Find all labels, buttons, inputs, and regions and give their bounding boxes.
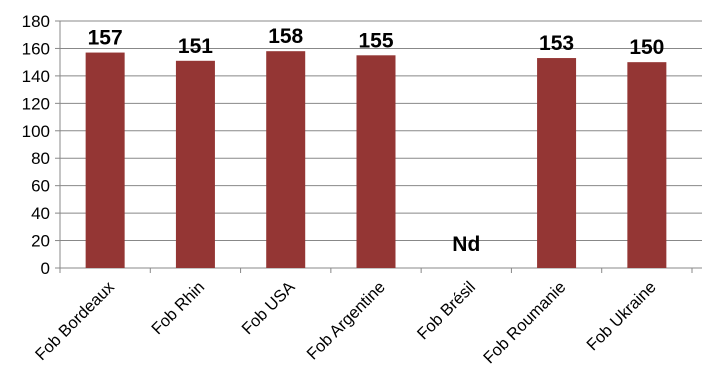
data-label: Nd	[452, 233, 480, 256]
bar	[85, 52, 125, 268]
y-tick-label: 160	[22, 39, 50, 58]
x-category-label: Fob Argentine	[303, 278, 388, 363]
y-tick-label: 60	[31, 177, 50, 196]
x-category-label: Fob Ukraine	[583, 278, 659, 354]
bar	[537, 58, 577, 268]
data-label: 157	[88, 27, 123, 50]
x-category-label: Fob Brésil	[414, 278, 479, 343]
y-tick-label: 100	[22, 122, 50, 141]
data-label: 155	[358, 29, 393, 52]
y-tick-label: 0	[41, 259, 50, 278]
x-category-label: Fob Rhin	[148, 278, 208, 338]
y-tick-label: 120	[22, 94, 50, 113]
x-category-label: Fob Bordeaux	[32, 278, 119, 365]
data-label: 150	[629, 36, 664, 59]
y-tick-label: 80	[31, 149, 50, 168]
data-label: 151	[178, 35, 213, 58]
bar	[356, 55, 396, 268]
bar	[175, 60, 215, 268]
bar	[627, 62, 667, 268]
x-category-label: Fob Roumanie	[480, 278, 569, 367]
bar	[266, 51, 306, 268]
data-label: 153	[539, 32, 574, 55]
data-label: 158	[268, 25, 303, 48]
y-tick-label: 140	[22, 67, 50, 86]
y-tick-label: 40	[31, 204, 50, 223]
x-category-label: Fob USA	[238, 278, 298, 338]
y-tick-label: 180	[22, 12, 50, 31]
y-tick-label: 20	[31, 232, 50, 251]
